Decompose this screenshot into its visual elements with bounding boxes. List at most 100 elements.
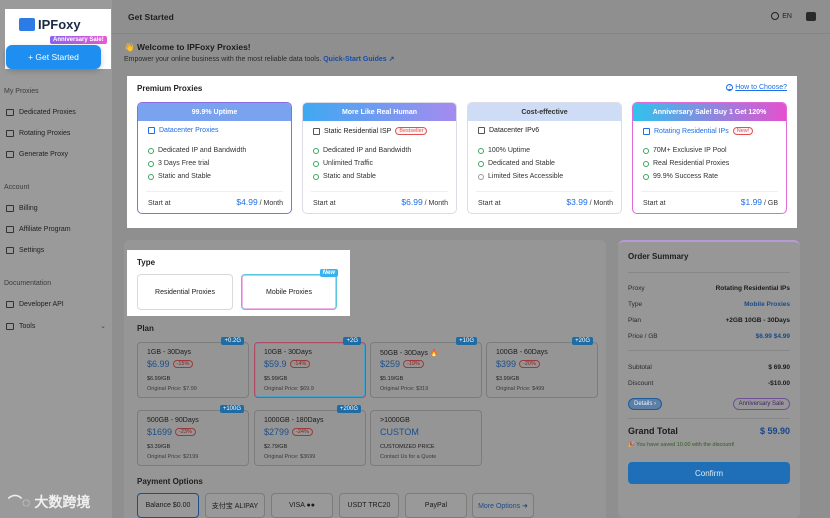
- plan-original-price: Original Price: $499: [496, 386, 545, 392]
- order-row-value: $6.99 $4.99: [755, 333, 790, 340]
- sidebar-item-settings[interactable]: Settings: [6, 247, 106, 254]
- type-mobile-button[interactable]: Mobile Proxies New: [241, 269, 338, 310]
- plan-option-custom[interactable]: >1000GB CUSTOM CUSTOMIZED PRICE Contact …: [370, 410, 482, 466]
- bonus-tag: +0.2G: [221, 337, 244, 345]
- details-button[interactable]: Details ›: [628, 398, 663, 410]
- plan-original-price: Original Price: $7.99: [147, 386, 197, 392]
- payment-paypal[interactable]: PayPal: [405, 493, 467, 518]
- card-feature-text: Dedicated IP and Bandwidth: [323, 147, 412, 154]
- discount-badge: -20%: [519, 360, 540, 368]
- payment-usdt[interactable]: USDT TRC20: [339, 493, 399, 518]
- divider: [628, 418, 790, 419]
- payment-card[interactable]: VISA ●●: [271, 493, 333, 518]
- plan-name: 50GB - 30Days 🔥: [380, 350, 439, 357]
- plan-name: 10GB - 30Days: [264, 349, 312, 356]
- plan-option-1000gb[interactable]: +200G 1000GB - 180Days $2799 -24% $2.79/G…: [254, 405, 366, 466]
- sidebar-item-rotating-proxies[interactable]: Rotating Proxies: [6, 130, 106, 137]
- plan-option-50gb[interactable]: +10G 50GB - 30Days 🔥 $259 -19% $5.19/GB O…: [370, 337, 482, 398]
- card-footer: Start at $3.99 / Month: [478, 197, 613, 207]
- plan-price-value: $59.9: [264, 359, 287, 369]
- chat-icon[interactable]: [806, 12, 816, 21]
- card-divider: [476, 191, 613, 192]
- card-feature-text: 70M+ Exclusive IP Pool: [653, 147, 727, 154]
- sidebar-item-billing[interactable]: Billing: [6, 205, 106, 212]
- order-row-plan: Plan +2GB 10GB - 30Days: [628, 317, 790, 324]
- plan-custom-label: CUSTOMIZED PRICE: [380, 444, 435, 450]
- check-icon: [313, 147, 319, 154]
- sidebar-item-tools[interactable]: Tools ⌄: [6, 322, 106, 330]
- product-card-static-isp[interactable]: More Like Real Human Static Residential …: [302, 102, 457, 214]
- top-bar: Get Started EN: [112, 0, 830, 34]
- language-selector[interactable]: EN: [771, 12, 792, 20]
- sidebar-item-affiliate-program[interactable]: Affiliate Program: [6, 226, 106, 233]
- page-title: Get Started: [128, 12, 174, 22]
- sidebar-item-label: Generate Proxy: [19, 151, 69, 158]
- order-row-label: Type: [628, 301, 643, 308]
- card-header: 99.9% Uptime: [138, 103, 291, 121]
- card-feature-text: 99.9% Success Rate: [653, 173, 718, 180]
- order-row-label: Price / GB: [628, 333, 658, 340]
- card-footer: Start at $4.99 / Month: [148, 197, 283, 207]
- plan-per-gb: $6.99/GB: [147, 376, 171, 382]
- sidebar-item-label: Affiliate Program: [19, 226, 71, 233]
- api-icon: [6, 301, 14, 308]
- sidebar-item-label: Tools: [19, 322, 36, 330]
- bonus-tag: +2G: [343, 337, 361, 345]
- product-card-datacenter[interactable]: 99.9% Uptime Datacenter Proxies Dedicate…: [137, 102, 292, 214]
- card-start-label: Start at: [478, 200, 501, 207]
- question-icon: ?: [726, 84, 734, 91]
- sidebar-item-label: Developer API: [19, 301, 64, 308]
- card-feature: 70M+ Exclusive IP Pool: [643, 147, 727, 154]
- get-started-button[interactable]: + Get Started: [6, 45, 101, 69]
- plan-option-10gb[interactable]: +2G 10GB - 30Days $59.9 -14% $5.99/GB Ori…: [254, 337, 366, 398]
- watermark-text: 大数跨境: [34, 494, 91, 510]
- sidebar-item-generate-proxy[interactable]: Generate Proxy: [6, 151, 106, 158]
- plan-per-gb: $3.39/GB: [147, 444, 171, 450]
- bonus-tag: +200G: [336, 405, 361, 413]
- type-residential-button[interactable]: Residential Proxies: [137, 274, 233, 310]
- card-header: Anniversary Sale! Buy 1 Get 120%: [633, 103, 786, 121]
- plan-price-value: $1699: [147, 427, 173, 437]
- payment-alipay[interactable]: 支付宝 ALIPAY: [205, 493, 265, 518]
- plan-option-100gb[interactable]: +20G 100GB - 60Days $399 -20% $3.99/GB Or…: [486, 337, 598, 398]
- card-feature: Dedicated and Stable: [478, 160, 555, 167]
- gear-icon: [6, 247, 14, 254]
- check-icon: [643, 173, 649, 180]
- plan-price: $2799 -24%: [264, 427, 313, 437]
- datacenter-icon: [148, 127, 155, 134]
- plan-original-price: Original Price: $69.9: [264, 386, 314, 392]
- plan-price-value: CUSTOM: [380, 427, 419, 437]
- how-to-choose-link[interactable]: ? How to Choose?: [726, 84, 787, 91]
- card-header: Cost-effective: [468, 103, 621, 121]
- card-feature-text: Static and Stable: [158, 173, 211, 180]
- discount-badge: -15%: [172, 360, 194, 368]
- payment-balance[interactable]: Balance $0.00: [137, 493, 199, 518]
- logo-text: IPFoxy: [38, 17, 81, 32]
- welcome-subtitle: Empower your online business with the mo…: [124, 55, 394, 63]
- more-payment-options[interactable]: More Options ➜: [472, 493, 534, 518]
- plan-name: 1GB - 30Days: [147, 349, 191, 356]
- plan-price: CUSTOM: [380, 427, 419, 437]
- plan-option-1gb[interactable]: +0.2G 1GB - 30Days $6.99 -15% $6.99/GB Or…: [137, 337, 249, 398]
- language-label: EN: [782, 12, 792, 20]
- divider: [628, 350, 790, 351]
- quick-start-link[interactable]: Quick-Start Guides ↗: [323, 56, 395, 63]
- check-icon: [478, 160, 484, 167]
- check-icon: [148, 147, 154, 154]
- card-price-unit: / Month: [422, 200, 448, 207]
- logo[interactable]: IPFoxy: [19, 17, 81, 32]
- product-card-rotating-residential[interactable]: Anniversary Sale! Buy 1 Get 120% Rotatin…: [632, 102, 787, 214]
- card-start-label: Start at: [148, 200, 171, 207]
- sidebar-item-developer-api[interactable]: Developer API: [6, 301, 106, 308]
- residential-icon: [643, 127, 650, 135]
- confirm-button[interactable]: Confirm: [628, 462, 790, 484]
- server-icon: [6, 109, 14, 116]
- discount-badge: -24%: [292, 428, 313, 436]
- plan-option-500gb[interactable]: +100G 500GB - 90Days $1699 -23% $3.39/GB …: [137, 405, 249, 466]
- card-start-label: Start at: [643, 200, 666, 207]
- card-feature-text: Static and Stable: [323, 173, 376, 180]
- plan-original-price: Original Price: $319: [380, 386, 429, 392]
- card-feature-text: Dedicated and Stable: [488, 160, 555, 167]
- sidebar-item-dedicated-proxies[interactable]: Dedicated Proxies: [6, 109, 106, 116]
- product-card-ipv6[interactable]: Cost-effective Datacenter IPv6 100% Upti…: [467, 102, 622, 214]
